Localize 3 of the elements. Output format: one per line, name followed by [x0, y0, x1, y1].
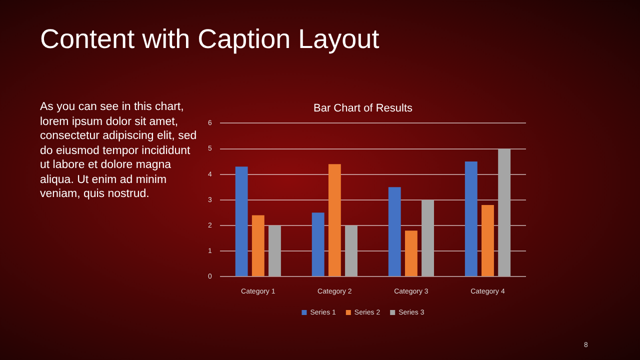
- text: Content with Caption Layout: [40, 24, 380, 55]
- text: As you can see in this chart, lorem ipsum dolor sit amet, consectetur adipiscing elit, sed do eiusmod tempor incididunt ut labore et dolore magna aliqua. Ut enim ad minim veniam, quis nostrud.: [40, 100, 198, 202]
- chart-title: Bar Chart of Results: [313, 102, 414, 115]
